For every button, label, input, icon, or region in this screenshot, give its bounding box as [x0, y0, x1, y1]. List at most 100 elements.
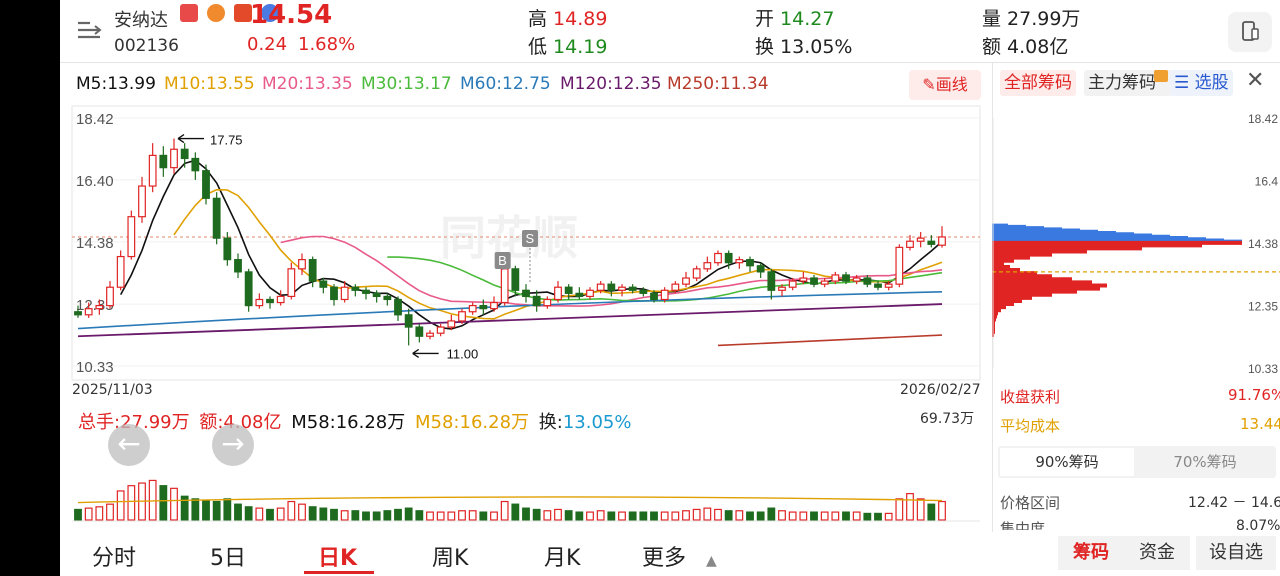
concentration-label: 集中度: [1000, 520, 1046, 530]
candle-body: [895, 246, 904, 285]
candle-body: [554, 286, 562, 301]
prev-arrow-icon[interactable]: ←: [108, 424, 150, 466]
stock-picker-button[interactable]: ☰ 选股: [1170, 70, 1233, 96]
candle: [148, 143, 157, 193]
volume-bar: [351, 510, 360, 521]
draw-line-button[interactable]: ✎画线: [909, 70, 981, 100]
volume-bar: [383, 510, 392, 521]
next-arrow-icon[interactable]: →: [212, 424, 254, 466]
candle: [820, 278, 829, 288]
low-value: 14.19: [553, 36, 608, 58]
tab-more[interactable]: 更多 ▲: [642, 540, 717, 572]
candle-body: [639, 289, 648, 294]
add-watchlist-button[interactable]: 设自选: [1196, 536, 1276, 570]
tab-main-chips[interactable]: 主力筹码: [1084, 70, 1172, 96]
candle: [607, 281, 616, 297]
high-arrow-icon: [177, 133, 204, 144]
candle: [404, 308, 413, 346]
candle: [810, 274, 818, 288]
seg-90-chips[interactable]: 90%筹码: [1000, 448, 1134, 476]
price-range-label: 价格区间: [1000, 494, 1061, 512]
volume-bar: [436, 511, 445, 521]
tab-intraday[interactable]: 分时: [92, 546, 137, 571]
volume-bar: [255, 507, 264, 521]
tab-all-chips[interactable]: 全部筹码: [1000, 70, 1076, 96]
candle-body: [522, 289, 530, 298]
date-start: 2025/11/03: [72, 382, 153, 398]
volume-bar: [298, 503, 306, 521]
y-axis-label: 16.40: [76, 173, 114, 190]
candle-body: [308, 259, 317, 282]
volume-bar: [447, 511, 456, 521]
candle-body: [426, 332, 434, 337]
candle: [383, 293, 392, 306]
candle-body: [863, 277, 872, 285]
candle-body: [660, 289, 669, 301]
volume-bar: [842, 511, 850, 521]
high-label: 高: [528, 8, 548, 30]
candle-body: [468, 305, 477, 313]
tab-5day[interactable]: 5日: [210, 546, 246, 571]
price-change-pct: 1.68%: [298, 34, 356, 55]
candle: [319, 278, 328, 294]
volume-bar: [874, 512, 882, 521]
candle: [532, 290, 541, 312]
volume-bar: [756, 511, 765, 521]
chip-distribution-chart: 18.42 16.4 14.38 12.35 10.33: [992, 112, 1280, 376]
candle: [458, 308, 466, 325]
funds-button[interactable]: 资金: [1124, 536, 1190, 570]
pencil-icon: ✎: [922, 75, 936, 94]
volume-bar: [927, 503, 936, 521]
tab-monthly-k[interactable]: 月K: [544, 546, 581, 571]
lock-icon: [1154, 70, 1168, 82]
candle-body: [95, 305, 104, 310]
quote-amount: 额 4.08亿: [982, 32, 1068, 59]
buy-marker-badge: [494, 252, 511, 269]
volume-bar: [596, 510, 605, 521]
candle-body: [458, 311, 466, 322]
candle-body: [383, 295, 392, 301]
candle-body: [127, 216, 136, 258]
candle-body: [148, 154, 157, 187]
profit-label: 收盘获利: [1000, 388, 1061, 406]
candle: [447, 314, 456, 331]
tab-daily-k[interactable]: 日K: [318, 546, 358, 571]
quote-high: 高 14.89: [528, 4, 607, 31]
ma20-label: M20:13.35: [262, 74, 353, 94]
volume-bar: [404, 507, 413, 521]
volume-bar: [639, 511, 648, 521]
volume-bar: [916, 498, 925, 521]
turnover-value: 13.05%: [780, 36, 853, 58]
candle-body: [372, 292, 381, 298]
chips-button[interactable]: 筹码: [1058, 536, 1124, 570]
candle-body: [564, 286, 573, 294]
candle-body: [543, 298, 552, 307]
close-icon[interactable]: ✕: [1246, 68, 1265, 93]
high-value: 14.89: [553, 8, 608, 30]
candle: [938, 226, 946, 248]
stock-name: 安纳达: [114, 10, 168, 31]
candle-body: [330, 286, 338, 301]
volume-bar: [159, 485, 168, 521]
candle-body: [490, 301, 498, 310]
landscape-toggle-icon[interactable]: [1228, 12, 1272, 52]
candle: [255, 293, 264, 309]
volume-bar: [95, 506, 104, 521]
ma60-line: [77, 291, 943, 330]
volume-bar: [330, 508, 338, 521]
volume-bar: [180, 495, 189, 521]
chart-frame: [71, 105, 981, 381]
volume-bar: [692, 508, 701, 521]
volume-bar: [703, 507, 712, 521]
seg-70-chips[interactable]: 70%筹码: [1173, 453, 1237, 471]
candle: [191, 152, 200, 180]
menu-icon[interactable]: [76, 18, 102, 39]
volume-bar: [906, 493, 914, 521]
open-label: 开: [755, 8, 775, 30]
tab-weekly-k[interactable]: 周K: [432, 546, 469, 571]
candle: [703, 256, 712, 272]
candle-body: [703, 262, 712, 270]
quote-open: 开 14.27: [755, 4, 834, 31]
candle: [767, 268, 776, 300]
